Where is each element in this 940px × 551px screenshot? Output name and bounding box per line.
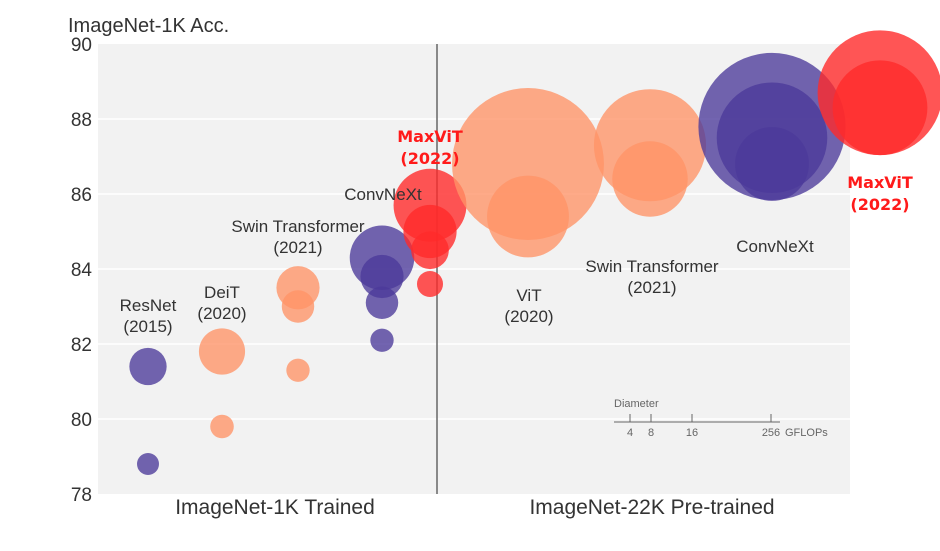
- bubble: [365, 286, 399, 319]
- model-label: (2015): [123, 317, 172, 336]
- y-axis-label: ImageNet-1K Acc.: [68, 15, 229, 37]
- bubble: [411, 231, 449, 270]
- bubble: [198, 328, 246, 375]
- model-label: DeiT: [204, 283, 240, 302]
- y-tick-label: 82: [71, 335, 92, 356]
- bubbles: [129, 30, 940, 475]
- size-legend-ticks: 4 8 16 256: [627, 414, 780, 439]
- y-tick-label: 78: [71, 485, 92, 506]
- panel-label-in22k: ImageNet-22K Pre-trained: [529, 496, 774, 519]
- bubble: [735, 127, 809, 201]
- model-label: (2021): [627, 278, 676, 297]
- bubble: [137, 453, 159, 475]
- model-label: MaxViT: [847, 173, 913, 192]
- model-labels: ResNet (2015) DeiT (2020) Swin Transformer (2…: [120, 127, 913, 336]
- model-label: (2022): [400, 149, 459, 168]
- bubble: [487, 175, 569, 258]
- model-label: Swin Transformer: [231, 217, 365, 236]
- y-tick-label: 90: [71, 35, 92, 56]
- y-tick-label: 88: [71, 110, 92, 131]
- size-legend-tick-label: 16: [686, 427, 698, 439]
- model-label: ResNet: [120, 296, 177, 315]
- bubble: [286, 358, 310, 382]
- y-tick-label: 80: [71, 410, 92, 431]
- bubble: [129, 347, 167, 386]
- model-label: ConvNeXt: [736, 237, 814, 256]
- model-label: (2020): [504, 307, 553, 326]
- model-label: Swin Transformer: [585, 257, 719, 276]
- model-label: (2020): [197, 304, 246, 323]
- bubble: [832, 60, 928, 156]
- size-legend-tick-label: 8: [648, 427, 654, 439]
- size-legend-title: Diameter: [614, 398, 659, 410]
- model-label: ViT: [516, 286, 541, 305]
- y-tick-labels: 78 80 82 84 86 88 90: [71, 35, 93, 506]
- bubble: [210, 414, 234, 439]
- panel-label-in1k: ImageNet-1K Trained: [175, 496, 375, 519]
- bubble: [370, 328, 394, 352]
- size-legend-tick-label: 4: [627, 427, 633, 439]
- size-legend-unit: GFLOPs: [785, 427, 828, 439]
- model-label: (2021): [273, 238, 322, 257]
- bubble: [360, 254, 404, 299]
- size-legend-tick-label: 256: [762, 427, 780, 439]
- model-label: ConvNeXt: [344, 185, 422, 204]
- bubble: [612, 141, 688, 217]
- y-tick-label: 86: [71, 185, 92, 206]
- model-label: (2022): [850, 195, 909, 214]
- size-legend: Diameter 4 8 16 256 GFLOPs: [614, 398, 828, 439]
- bubble: [416, 270, 444, 298]
- bubble: [281, 290, 315, 323]
- y-tick-label: 84: [71, 260, 93, 281]
- model-label: MaxViT: [397, 127, 463, 146]
